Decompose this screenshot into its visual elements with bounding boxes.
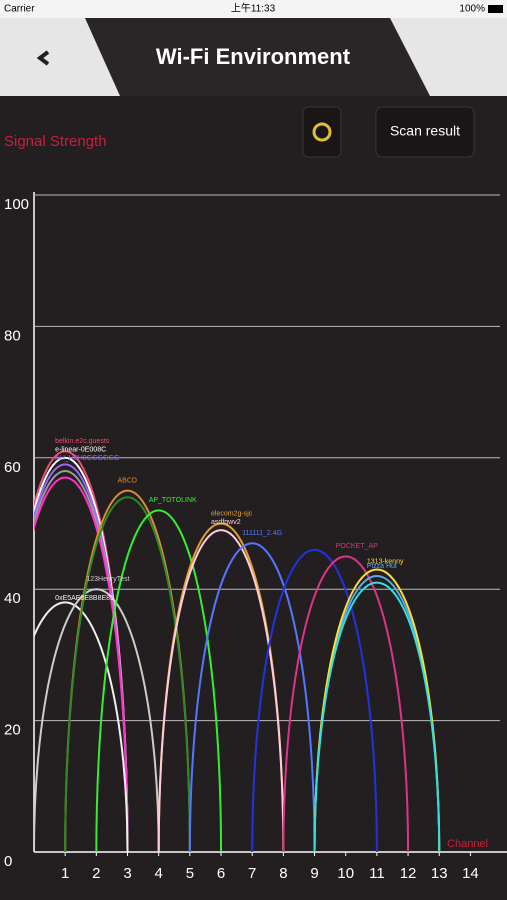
signal-arc <box>34 588 160 852</box>
signal-arc <box>34 601 129 852</box>
x-tick-label: 2 <box>92 865 100 882</box>
battery-icon <box>488 5 503 13</box>
network-label: POCKET_AP <box>336 543 378 550</box>
y-tick-label: 80 <box>4 327 21 344</box>
signal-arc <box>188 542 316 852</box>
x-tick-label: 10 <box>337 865 354 882</box>
x-tick-label: 11 <box>369 865 385 882</box>
x-tick-label: 7 <box>248 865 256 882</box>
x-tick-label: 14 <box>462 865 479 882</box>
y-tick-label: 20 <box>4 722 21 739</box>
refresh-button[interactable] <box>302 106 342 158</box>
header-left-panel <box>0 18 120 96</box>
battery-text: 100% <box>459 4 485 15</box>
signal-arc <box>282 555 410 852</box>
signal-arc <box>157 530 285 852</box>
refresh-icon <box>312 122 332 142</box>
x-tick-label: 13 <box>431 865 448 882</box>
network-label: asdfqwv2 <box>211 519 241 526</box>
clock: 上午11:33 <box>231 2 276 15</box>
back-button[interactable] <box>36 50 50 66</box>
x-axis-title: Channel <box>447 838 488 850</box>
network-label: belkin.e2c.guests <box>55 438 110 445</box>
x-tick-label: 5 <box>186 865 194 882</box>
network-label: elecom2g-sjc <box>211 510 253 517</box>
network-label: e-linear-0E008C <box>55 447 106 454</box>
network-label: 123HenryTest <box>86 576 129 583</box>
network-label: 1313-kenny <box>367 558 404 565</box>
signal-arc <box>64 496 191 852</box>
header-right-panel <box>390 18 507 96</box>
signal-arc <box>251 548 378 852</box>
signal-arc <box>95 510 223 852</box>
status-bar <box>0 0 507 18</box>
x-tick-label: 6 <box>217 865 225 882</box>
x-tick-label: 9 <box>310 865 318 882</box>
network-label: AP_TOTOLINK <box>149 497 197 504</box>
scan-result-label: Scan result <box>390 123 460 139</box>
header-title: Wi-Fi Environment <box>156 44 351 69</box>
scan-result-button[interactable] <box>375 106 475 158</box>
x-tick-label: 3 <box>123 865 131 882</box>
network-label: 111111_2.4G <box>242 530 282 537</box>
carrier: Carrier <box>4 4 35 15</box>
network-label: AH_H0H0GGGGGG <box>55 455 119 462</box>
y-tick-label: 100 <box>4 196 29 213</box>
x-tick-label: 1 <box>61 865 69 882</box>
x-tick-label: 12 <box>400 865 417 882</box>
network-label: ABCD <box>118 477 137 484</box>
y-axis-title: Signal Strength <box>4 133 107 150</box>
signal-arc <box>313 582 441 852</box>
y-tick-label: 40 <box>4 590 21 607</box>
network-label: 0xE5AE8E8B8E89 <box>55 595 114 602</box>
x-tick-label: 8 <box>279 865 287 882</box>
y-tick-label: 0 <box>4 853 12 870</box>
network-label: Pizza Hut <box>367 563 397 570</box>
y-tick-label: 60 <box>4 459 21 476</box>
x-tick-label: 4 <box>155 865 163 882</box>
plot-area <box>34 450 441 852</box>
signal-arc <box>34 477 129 852</box>
